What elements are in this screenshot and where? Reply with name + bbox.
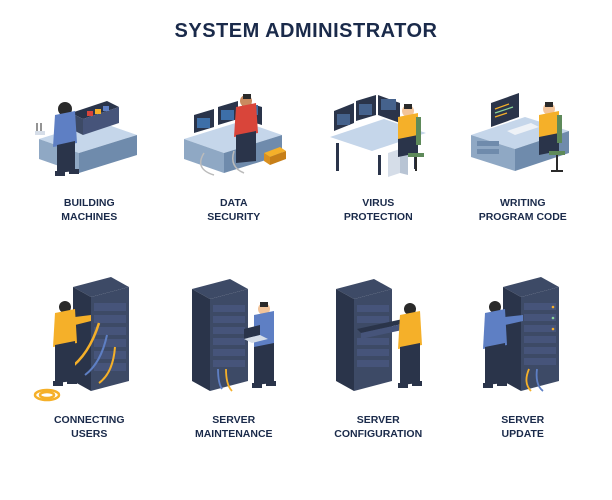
label-server-update: SERVER UPDATE (501, 414, 544, 441)
label-server-configuration: SERVER CONFIGURATION (334, 414, 422, 441)
illus-building-machines-icon (29, 61, 149, 191)
cell-virus-protection: VIRUS PROTECTION (313, 61, 444, 264)
cell-server-maintenance: SERVER MAINTENANCE (169, 278, 300, 481)
cell-building-machines: BUILDING MACHINES (24, 61, 155, 264)
illus-writing-program-code-icon (463, 61, 583, 191)
page-title: SYSTEM ADMINISTRATOR (24, 20, 588, 43)
illus-virus-protection-icon (318, 61, 438, 191)
illus-server-update-icon (463, 278, 583, 408)
label-data-security: DATA SECURITY (207, 197, 260, 224)
label-virus-protection: VIRUS PROTECTION (344, 197, 413, 224)
cell-data-security: DATA SECURITY (169, 61, 300, 264)
label-building-machines: BUILDING MACHINES (61, 197, 117, 224)
label-writing-program-code: WRITING PROGRAM CODE (479, 197, 567, 224)
illus-data-security-icon (174, 61, 294, 191)
label-connecting-users: CONNECTING USERS (54, 414, 125, 441)
label-server-maintenance: SERVER MAINTENANCE (195, 414, 273, 441)
infographic-grid: BUILDING MACHINES (24, 61, 588, 481)
illus-connecting-users-icon (29, 278, 149, 408)
illus-server-configuration-icon (318, 278, 438, 408)
cell-server-configuration: SERVER CONFIGURATION (313, 278, 444, 481)
cell-server-update: SERVER UPDATE (458, 278, 589, 481)
cell-writing-program-code: WRITING PROGRAM CODE (458, 61, 589, 264)
cell-connecting-users: CONNECTING USERS (24, 278, 155, 481)
illus-server-maintenance-icon (174, 278, 294, 408)
